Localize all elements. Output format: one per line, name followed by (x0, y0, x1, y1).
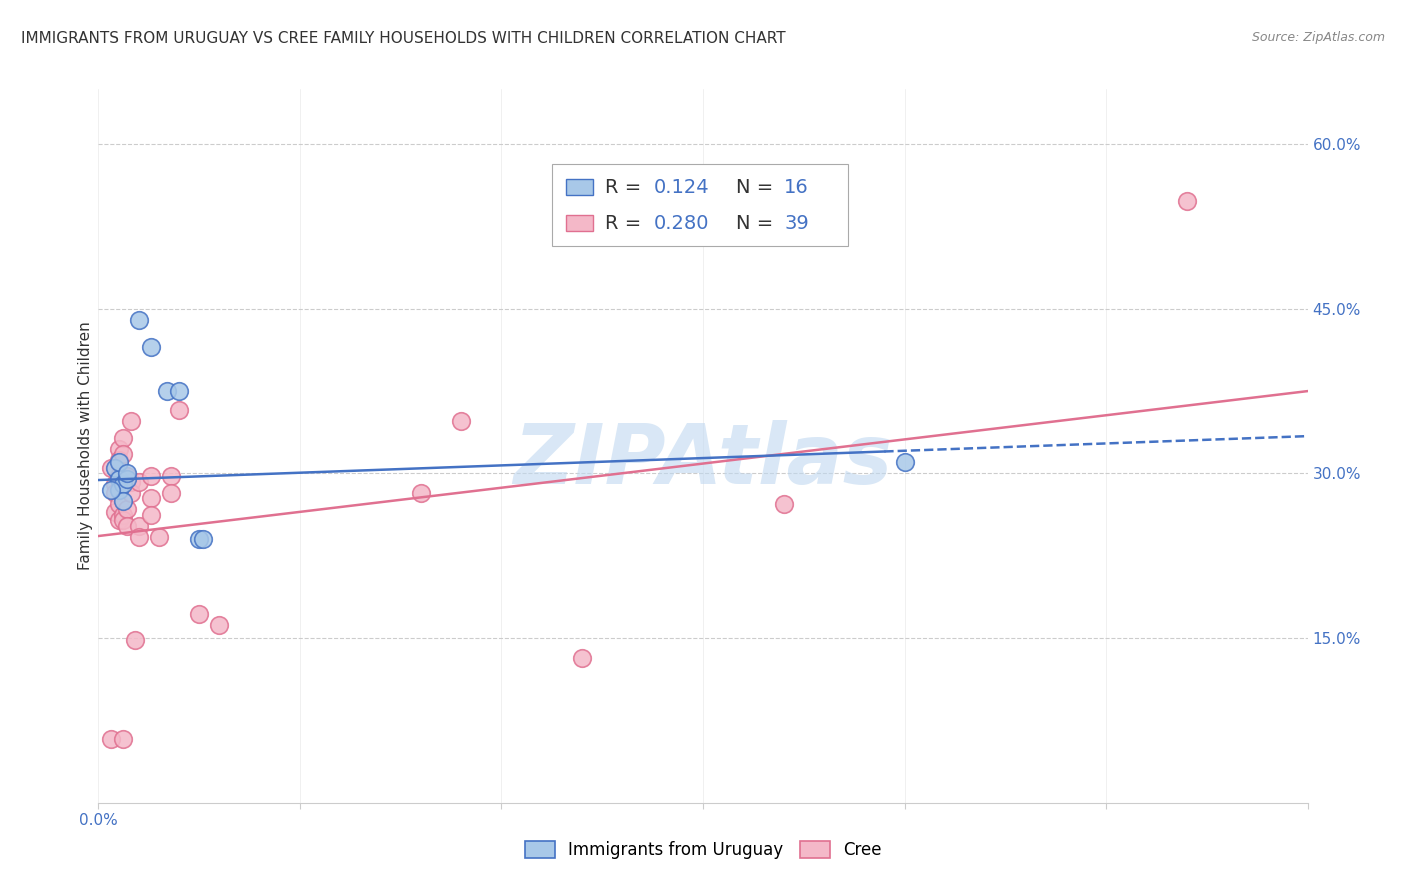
Point (120, 486, 142, 500)
Y-axis label: Family Households with Children: Family Households with Children (77, 322, 93, 570)
Point (139, 340, 162, 354)
Point (193, 533, 215, 547)
Point (1175, 194, 1198, 209)
Point (772, 497, 794, 511)
Point (128, 530, 150, 544)
Point (107, 512, 129, 526)
Point (450, 414, 472, 428)
Point (111, 477, 134, 491)
Point (115, 468, 138, 483)
Point (111, 512, 134, 526)
Point (115, 467, 138, 481)
Text: 0.280: 0.280 (654, 214, 709, 233)
Point (409, 486, 432, 500)
Point (188, 533, 211, 547)
Point (115, 472, 138, 486)
Point (107, 455, 129, 469)
Point (188, 607, 211, 621)
Point (111, 431, 134, 445)
Point (115, 501, 138, 516)
Point (111, 508, 134, 523)
Point (107, 442, 129, 457)
Point (100, 732, 122, 747)
Point (120, 475, 142, 490)
Point (103, 486, 125, 500)
Point (111, 447, 134, 461)
Point (148, 530, 170, 544)
Text: N =: N = (735, 214, 779, 233)
Text: Source: ZipAtlas.com: Source: ZipAtlas.com (1251, 31, 1385, 45)
Text: 0.124: 0.124 (654, 178, 709, 196)
Point (120, 414, 142, 428)
Text: ZIPAtlas: ZIPAtlas (513, 420, 893, 500)
FancyBboxPatch shape (551, 164, 848, 246)
Point (107, 483, 129, 497)
Point (103, 477, 125, 491)
FancyBboxPatch shape (567, 215, 593, 231)
Point (100, 483, 122, 497)
Point (115, 519, 138, 533)
Point (107, 453, 129, 467)
Point (139, 491, 162, 505)
Point (893, 455, 915, 469)
Text: R =: R = (605, 214, 648, 233)
Point (107, 468, 129, 483)
Point (208, 618, 231, 632)
Text: 16: 16 (785, 178, 808, 196)
Point (160, 468, 183, 483)
Point (111, 494, 134, 508)
Point (160, 486, 183, 500)
Point (128, 312, 150, 326)
Point (103, 461, 125, 475)
Point (571, 651, 593, 665)
Point (167, 384, 190, 398)
Point (107, 472, 129, 486)
Legend: Immigrants from Uruguay, Cree: Immigrants from Uruguay, Cree (517, 834, 889, 866)
Point (167, 402, 190, 417)
Point (128, 475, 150, 490)
Point (100, 461, 122, 475)
FancyBboxPatch shape (567, 179, 593, 195)
Text: N =: N = (735, 178, 779, 196)
Text: 39: 39 (785, 214, 808, 233)
Point (156, 384, 179, 398)
Point (139, 508, 162, 523)
Point (128, 519, 150, 533)
Point (107, 497, 129, 511)
Point (124, 633, 146, 648)
Text: IMMIGRANTS FROM URUGUAY VS CREE FAMILY HOUSEHOLDS WITH CHILDREN CORRELATION CHAR: IMMIGRANTS FROM URUGUAY VS CREE FAMILY H… (21, 31, 786, 46)
Point (139, 468, 162, 483)
Text: R =: R = (605, 178, 648, 196)
Point (103, 505, 125, 519)
Point (111, 732, 134, 747)
